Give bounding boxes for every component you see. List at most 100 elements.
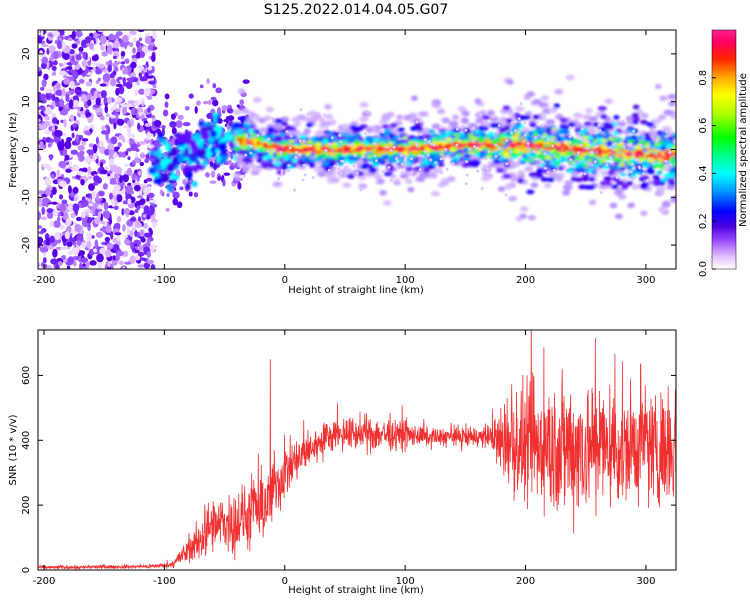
spectrogram-ridge-mark xyxy=(441,117,451,124)
spectrogram-noise-speck xyxy=(136,232,141,238)
spectrogram-noise-speck xyxy=(89,154,94,160)
spectrogram-noise-speck xyxy=(116,250,125,257)
spectrogram-ridge-mark xyxy=(256,141,262,145)
spectrogram-noise-speck xyxy=(49,220,54,228)
spectrogram-ridge-mark xyxy=(474,129,481,134)
spectrogram-noise-speck xyxy=(115,97,123,103)
spectrogram-noise-speck xyxy=(222,179,226,187)
spectrogram-noise-speck xyxy=(138,72,143,78)
spectrogram-noise-speck xyxy=(256,134,260,138)
spectrogram-noise-speck xyxy=(38,236,44,245)
spectrogram-ridge-mark xyxy=(556,145,563,149)
spectrogram-noise-speck xyxy=(78,154,85,162)
spectrogram-ridge-mark xyxy=(281,121,288,127)
spectrogram-noise-speck xyxy=(67,185,72,194)
y-tick-label: 600 xyxy=(21,366,32,385)
spectrogram-noise-speck xyxy=(396,160,400,164)
spectrogram-ridge-mark xyxy=(313,166,323,173)
spectrogram-ridge-mark xyxy=(276,144,283,148)
spectrogram-noise-speck xyxy=(128,79,135,83)
spectrogram-noise-speck xyxy=(134,208,139,214)
spectrogram-ridge-mark xyxy=(467,133,474,138)
spectrogram-noise-speck xyxy=(122,82,127,87)
spectrogram-noise-speck xyxy=(306,112,310,116)
spectrogram-noise-speck xyxy=(641,167,645,171)
spectrogram-ridge-mark xyxy=(497,186,506,192)
spectrogram-ridge-mark xyxy=(409,152,415,156)
spectrogram-noise-speck xyxy=(210,96,217,101)
spectrogram-ridge-mark xyxy=(488,131,495,136)
spectrogram-noise-speck xyxy=(385,145,389,149)
spectrogram-noise-speck xyxy=(70,60,79,66)
spectrogram-ridge-mark xyxy=(241,157,250,163)
spectrogram-noise-speck xyxy=(289,134,293,138)
spectrogram-noise-speck xyxy=(146,259,155,265)
spectrogram-ridge-mark xyxy=(252,166,260,172)
spectrogram-noise-speck xyxy=(59,98,64,108)
spectrogram-ridge-mark xyxy=(654,83,662,90)
spectrogram-blob xyxy=(199,141,204,150)
spectrogram-noise-speck xyxy=(38,118,41,123)
spectrogram-noise-speck xyxy=(494,143,498,147)
spectrogram-noise-speck xyxy=(121,106,127,115)
spectrogram-noise-speck xyxy=(66,265,71,269)
spectrogram-noise-speck xyxy=(505,138,509,142)
spectrogram-ridge-mark xyxy=(337,161,344,167)
spectrogram-noise-speck xyxy=(102,73,111,83)
spectrogram-noise-speck xyxy=(262,132,266,136)
spectrogram-ridge-mark xyxy=(592,122,600,127)
spectrogram-noise-speck xyxy=(125,185,134,193)
spectrogram-ridge-mark xyxy=(662,173,671,179)
spectrogram-noise-speck xyxy=(647,157,651,161)
spectrogram-noise-speck xyxy=(106,96,113,104)
spectrogram-noise-speck xyxy=(632,129,636,133)
spectrogram-ridge-mark xyxy=(342,145,348,149)
spectrogram-noise-speck xyxy=(129,217,136,222)
spectrogram-ridge-mark xyxy=(395,147,401,151)
y-tick-label: 10 xyxy=(21,95,32,108)
spectrogram-noise-speck xyxy=(124,261,132,265)
spectrogram-noise-speck xyxy=(119,175,123,184)
spectrogram-ridge-mark xyxy=(593,139,599,143)
spectrogram-noise-speck xyxy=(107,173,111,177)
spectrogram-noise-speck xyxy=(111,260,118,266)
spectrogram-noise-speck xyxy=(144,157,150,164)
spectrogram-noise-speck xyxy=(104,213,110,219)
spectrogram-noise-speck xyxy=(139,51,145,59)
spectrogram-ridge-mark xyxy=(505,118,513,124)
spectrogram-ridge-mark xyxy=(356,126,364,131)
spectrogram-noise-speck xyxy=(207,99,212,105)
spectrogram-noise-speck xyxy=(287,169,291,173)
spectrogram-noise-speck xyxy=(60,255,66,261)
spectrogram-ridge-mark xyxy=(337,148,342,152)
spectrogram-ridge-mark xyxy=(496,167,504,173)
spectrogram-noise-speck xyxy=(136,51,142,59)
spectrogram-ridge-mark xyxy=(381,115,391,122)
spectrogram-noise-speck xyxy=(58,194,63,200)
spectrogram-noise-speck xyxy=(115,113,119,118)
spectrogram-noise-speck xyxy=(96,192,100,202)
spectrogram-noise-speck xyxy=(614,119,618,123)
spectrogram-ridge-mark xyxy=(629,135,638,141)
spectrogram-noise-speck xyxy=(138,244,142,253)
spectrogram-noise-speck xyxy=(123,239,130,245)
spectrogram-ridge-mark xyxy=(566,148,573,152)
spectrogram-noise-speck xyxy=(325,126,329,130)
spectrogram-ridge-mark xyxy=(554,155,560,159)
spectrogram-noise-speck xyxy=(126,167,133,177)
spectrogram-ridge-mark xyxy=(612,121,619,127)
spectrogram-blob xyxy=(183,131,193,142)
spectrogram-noise-speck xyxy=(223,161,230,166)
spectrogram-ridge-mark xyxy=(305,152,311,157)
spectrogram-noise-speck xyxy=(147,107,151,113)
spectrogram-noise-speck xyxy=(298,153,302,157)
spectrogram-noise-speck xyxy=(65,66,73,70)
spectrogram-noise-speck xyxy=(637,165,641,169)
spectrogram-ridge-mark xyxy=(665,143,674,148)
spectrogram-noise-speck xyxy=(510,121,514,125)
colorbar-label: Normalized spectral amplitude xyxy=(738,73,749,227)
spectrogram-noise-speck xyxy=(249,151,253,155)
spectrogram-noise-speck xyxy=(579,143,583,147)
x-tick-label: 0 xyxy=(282,576,288,587)
